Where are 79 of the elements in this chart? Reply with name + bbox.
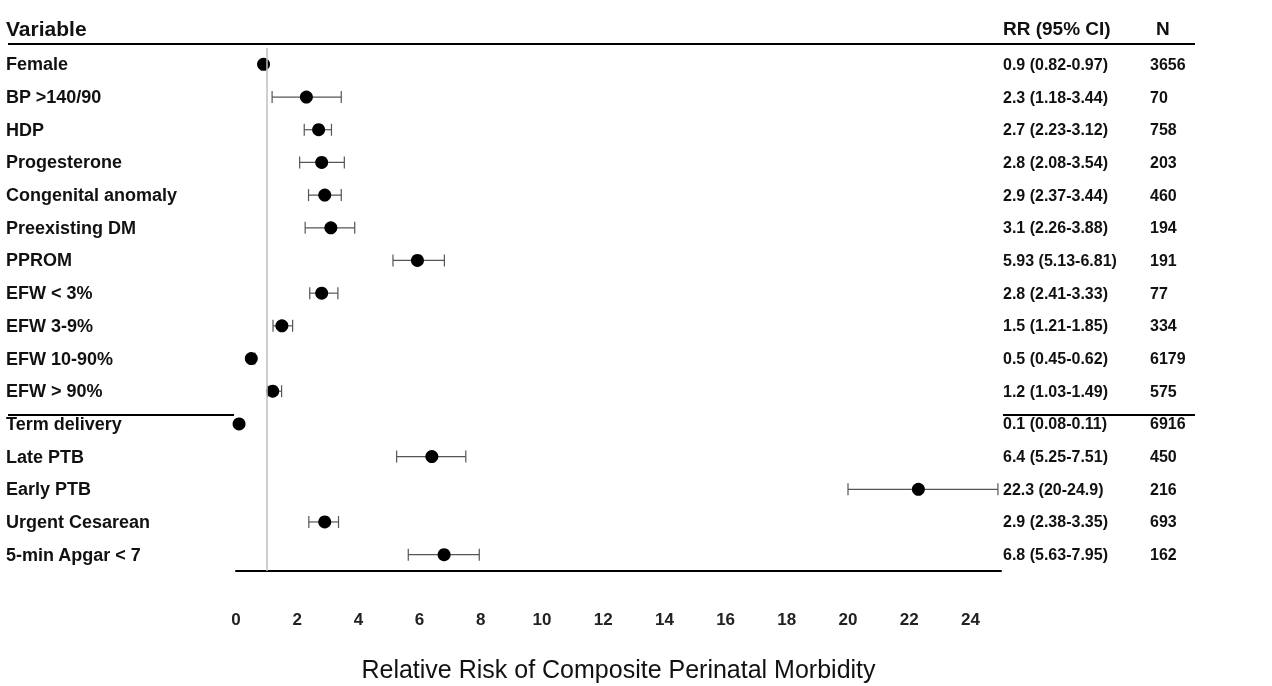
x-tick-label: 12 bbox=[593, 610, 613, 629]
text: 2.9 (2.38-3.35) bbox=[1003, 513, 1108, 531]
text: 2.8 (2.08-3.54) bbox=[1003, 153, 1108, 171]
text: 2.3 (1.18-3.44) bbox=[1003, 88, 1108, 106]
x-tick-label: 0 bbox=[231, 610, 241, 629]
y-tick-label: EFW > 90% bbox=[6, 381, 103, 402]
text: 162 bbox=[1150, 546, 1177, 564]
y-tick-label: Term delivery bbox=[6, 413, 122, 434]
text: 2.9 (2.37-3.44) bbox=[1003, 186, 1108, 204]
text: 203 bbox=[1150, 153, 1177, 171]
text: 460 bbox=[1150, 186, 1177, 204]
x-tick-label: 10 bbox=[532, 610, 552, 629]
text: 6179 bbox=[1150, 350, 1186, 368]
text: 0.1 (0.08-0.11) bbox=[1003, 415, 1108, 433]
y-axis-title: Variable bbox=[6, 16, 87, 40]
y-tick-label: EFW 3-9% bbox=[6, 315, 94, 336]
text: 2.8 (2.41-3.33) bbox=[1003, 284, 1108, 302]
y-tick-label: EFW 10-90% bbox=[6, 348, 114, 369]
y-tick-label: Urgent Cesarean bbox=[6, 511, 151, 532]
y-tick-label: PPROM bbox=[6, 250, 73, 271]
y-tick-label: Progesterone bbox=[6, 152, 123, 173]
point bbox=[324, 221, 338, 235]
x-axis-title: Relative Risk of Composite Perinatal Morbidity bbox=[361, 654, 877, 683]
text: 3.1 (2.26-3.88) bbox=[1003, 219, 1108, 237]
point bbox=[312, 123, 326, 137]
point bbox=[232, 417, 246, 431]
point bbox=[410, 253, 424, 267]
point bbox=[911, 482, 925, 496]
point bbox=[318, 515, 332, 529]
text: 1.5 (1.21-1.85) bbox=[1003, 317, 1108, 335]
y-tick-label: Congenital anomaly bbox=[6, 185, 178, 206]
x-tick-label: 2 bbox=[292, 610, 302, 629]
x-tick-label: 4 bbox=[353, 610, 364, 629]
x-tick-label: 6 bbox=[414, 610, 425, 629]
x-tick-label: 16 bbox=[716, 610, 736, 629]
x-tick-label: 20 bbox=[838, 610, 858, 629]
text: 1.2 (1.03-1.49) bbox=[1003, 382, 1108, 400]
x-tick-label: 22 bbox=[899, 610, 919, 629]
text: 758 bbox=[1150, 121, 1177, 139]
y-tick-label: Female bbox=[6, 54, 69, 75]
point bbox=[275, 319, 289, 333]
y-tick-label: HDP bbox=[6, 119, 45, 140]
text: N bbox=[1156, 17, 1170, 39]
text: 334 bbox=[1150, 317, 1177, 335]
text: 191 bbox=[1150, 251, 1177, 269]
text: 194 bbox=[1150, 219, 1177, 237]
x-tick-label: 8 bbox=[476, 610, 486, 629]
text: 0.5 (0.45-0.62) bbox=[1003, 350, 1108, 368]
point bbox=[244, 352, 258, 366]
point bbox=[315, 286, 329, 300]
text: 77 bbox=[1150, 284, 1168, 302]
y-tick-label: Early PTB bbox=[6, 479, 92, 500]
x-tick-label: 24 bbox=[960, 610, 981, 629]
y-tick-label: Preexisting DM bbox=[6, 217, 137, 238]
text: 693 bbox=[1150, 513, 1177, 531]
text: 6.4 (5.25-7.51) bbox=[1003, 448, 1108, 466]
text: 22.3 (20-24.9) bbox=[1003, 480, 1104, 498]
text: 70 bbox=[1150, 88, 1168, 106]
y-tick-label: BP >140/90 bbox=[6, 87, 102, 108]
point bbox=[425, 450, 439, 464]
text: 6916 bbox=[1150, 415, 1186, 433]
y-tick-label: EFW < 3% bbox=[6, 283, 93, 304]
y-tick-label: 5-min Apgar < 7 bbox=[6, 544, 141, 565]
text: 2.7 (2.23-3.12) bbox=[1003, 121, 1108, 139]
x-tick-label: 14 bbox=[654, 610, 675, 629]
text: 0.9 (0.82-0.97) bbox=[1003, 55, 1108, 73]
text: 3656 bbox=[1150, 55, 1186, 73]
point bbox=[315, 155, 329, 169]
point bbox=[437, 548, 451, 562]
text: 450 bbox=[1150, 448, 1177, 466]
text: 5.93 (5.13-6.81) bbox=[1003, 251, 1117, 269]
text: 575 bbox=[1150, 382, 1177, 400]
text: 6.8 (5.63-7.95) bbox=[1003, 546, 1108, 564]
text: 216 bbox=[1150, 480, 1177, 498]
point bbox=[318, 188, 332, 202]
y-tick-label: Late PTB bbox=[6, 446, 85, 467]
x-tick-label: 18 bbox=[777, 610, 797, 629]
text: RR (95% CI) bbox=[1003, 17, 1111, 39]
point bbox=[299, 90, 313, 104]
